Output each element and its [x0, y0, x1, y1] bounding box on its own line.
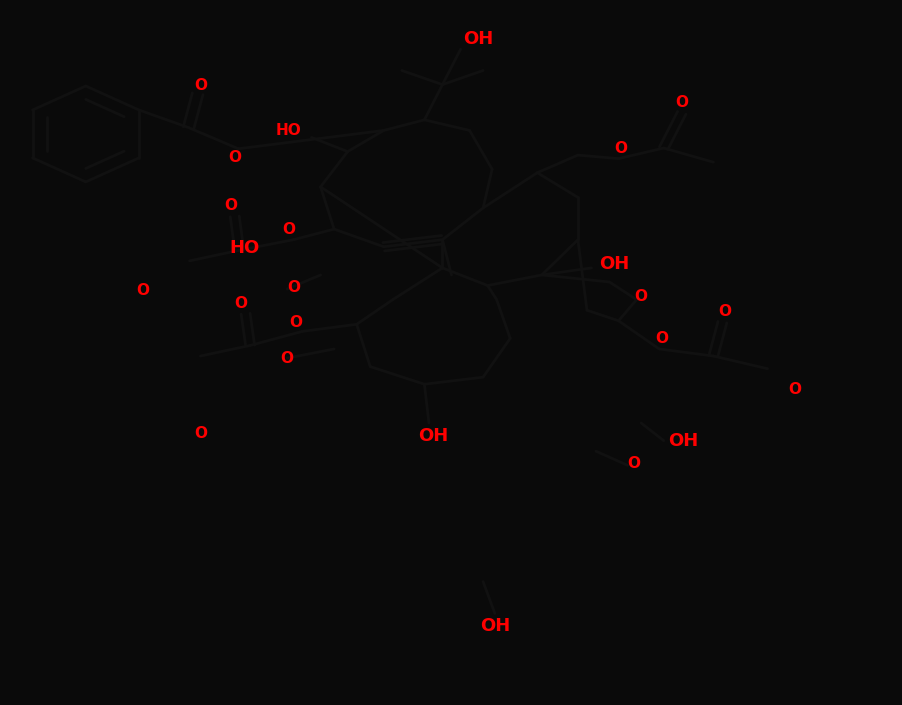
- Text: O: O: [281, 350, 293, 366]
- Text: O: O: [224, 198, 236, 214]
- Text: O: O: [675, 94, 687, 110]
- Text: OH: OH: [418, 427, 448, 445]
- Text: O: O: [613, 140, 626, 156]
- Text: O: O: [634, 288, 647, 304]
- Text: O: O: [289, 315, 301, 331]
- Text: O: O: [194, 426, 207, 441]
- Text: O: O: [194, 78, 207, 93]
- Text: O: O: [282, 221, 295, 237]
- Text: O: O: [235, 295, 247, 311]
- Text: OH: OH: [667, 431, 697, 450]
- Text: OH: OH: [598, 255, 629, 274]
- Text: OH: OH: [463, 30, 493, 48]
- Text: O: O: [787, 381, 800, 397]
- Text: O: O: [718, 304, 731, 319]
- Text: O: O: [627, 456, 640, 472]
- Text: OH: OH: [479, 617, 510, 635]
- Text: HO: HO: [230, 239, 260, 257]
- Text: HO: HO: [276, 123, 301, 138]
- Text: O: O: [655, 331, 667, 346]
- Text: O: O: [287, 280, 299, 295]
- Text: O: O: [136, 283, 149, 298]
- Text: O: O: [228, 149, 241, 165]
